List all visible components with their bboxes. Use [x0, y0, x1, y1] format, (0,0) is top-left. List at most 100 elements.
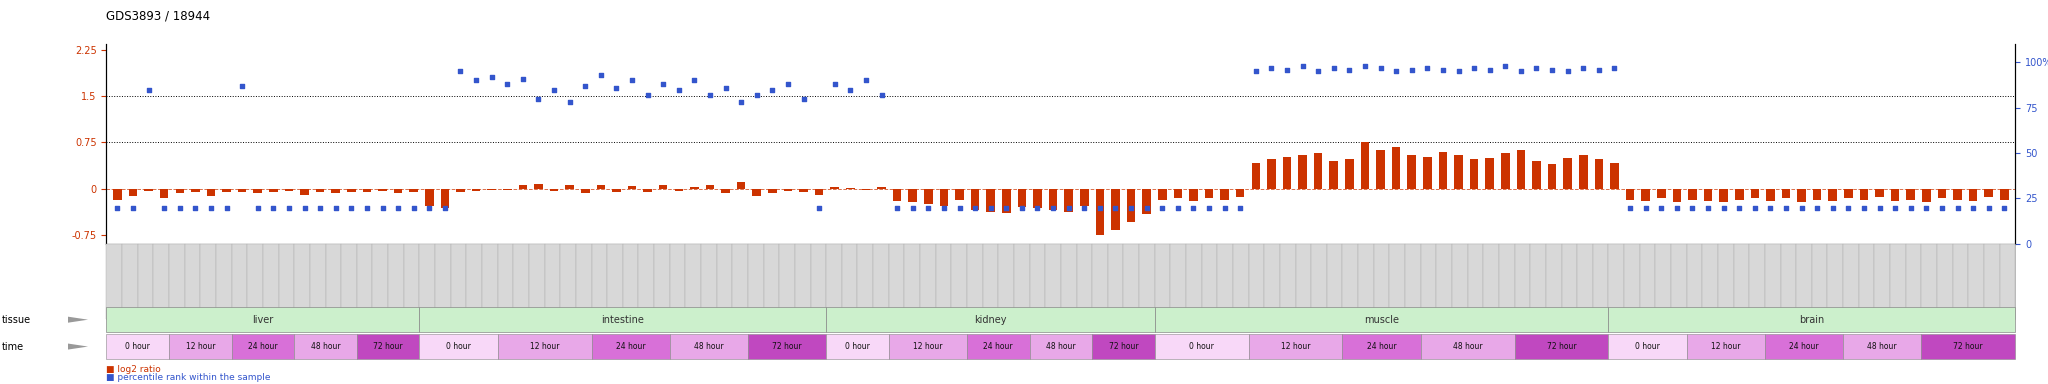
- Point: [1239, 68, 1272, 74]
- Point: [897, 204, 930, 210]
- Point: [1708, 204, 1741, 210]
- Bar: [1595, 159, 1604, 189]
- Bar: [1640, 189, 1651, 201]
- Point: [133, 86, 166, 93]
- Point: [1505, 68, 1538, 74]
- Point: [1847, 204, 1880, 210]
- Point: [678, 78, 711, 84]
- Bar: [393, 189, 401, 194]
- Point: [1722, 204, 1755, 210]
- Bar: [1143, 189, 1151, 214]
- Bar: [1018, 189, 1026, 207]
- Point: [428, 204, 461, 210]
- Bar: [752, 189, 762, 196]
- Bar: [457, 189, 465, 192]
- Bar: [1860, 189, 1868, 200]
- Point: [1645, 204, 1677, 210]
- Bar: [1315, 153, 1323, 189]
- Bar: [815, 189, 823, 195]
- Bar: [1812, 189, 1821, 200]
- Bar: [1032, 189, 1042, 208]
- Bar: [1282, 157, 1292, 189]
- Point: [1769, 204, 1802, 210]
- Text: 48 hour: 48 hour: [311, 342, 340, 351]
- Point: [1661, 204, 1694, 210]
- Point: [367, 204, 399, 210]
- Point: [1380, 68, 1413, 74]
- Point: [1817, 204, 1849, 210]
- Point: [944, 204, 977, 210]
- Bar: [518, 185, 526, 189]
- Bar: [1376, 151, 1384, 189]
- Point: [1348, 63, 1380, 69]
- Point: [1458, 65, 1491, 71]
- Bar: [549, 189, 559, 191]
- Text: 24 hour: 24 hour: [616, 342, 645, 351]
- Bar: [268, 189, 279, 192]
- Point: [600, 84, 633, 91]
- Bar: [721, 189, 729, 194]
- Point: [1161, 204, 1194, 210]
- Bar: [426, 189, 434, 206]
- Point: [553, 99, 586, 105]
- Point: [772, 81, 805, 87]
- Point: [1536, 66, 1569, 73]
- Point: [1225, 204, 1257, 210]
- Bar: [254, 189, 262, 194]
- Bar: [1532, 161, 1540, 189]
- Bar: [737, 182, 745, 189]
- Bar: [1720, 189, 1729, 202]
- Bar: [1923, 189, 1931, 202]
- Bar: [1890, 189, 1898, 201]
- Bar: [1126, 189, 1135, 222]
- Point: [1614, 204, 1647, 210]
- Text: brain: brain: [1800, 314, 1825, 325]
- Point: [631, 92, 664, 98]
- Text: 24 hour: 24 hour: [1790, 342, 1819, 351]
- Text: 48 hour: 48 hour: [1868, 342, 1896, 351]
- Point: [1864, 204, 1896, 210]
- Point: [1270, 66, 1303, 73]
- Bar: [690, 187, 698, 189]
- Point: [569, 83, 602, 89]
- Point: [492, 81, 524, 87]
- Bar: [893, 189, 901, 201]
- Text: 72 hour: 72 hour: [1954, 342, 1982, 351]
- Point: [1317, 65, 1350, 71]
- Bar: [1298, 155, 1307, 189]
- Point: [164, 204, 197, 210]
- Point: [1411, 65, 1444, 71]
- Bar: [346, 189, 356, 192]
- Bar: [1049, 189, 1057, 210]
- Point: [1395, 66, 1427, 73]
- Bar: [1360, 142, 1370, 189]
- Text: 72 hour: 72 hour: [373, 342, 403, 351]
- Bar: [1065, 189, 1073, 212]
- Point: [756, 86, 788, 93]
- Point: [803, 204, 836, 210]
- Text: 72 hour: 72 hour: [772, 342, 803, 351]
- Polygon shape: [68, 343, 88, 349]
- Point: [1067, 204, 1100, 210]
- Bar: [160, 189, 168, 198]
- Point: [336, 204, 369, 210]
- Text: 0 hour: 0 hour: [846, 342, 870, 351]
- Bar: [1393, 147, 1401, 189]
- Text: 48 hour: 48 hour: [1452, 342, 1483, 351]
- Point: [147, 204, 180, 210]
- Bar: [1235, 189, 1245, 197]
- Bar: [1548, 164, 1556, 189]
- Bar: [332, 189, 340, 194]
- Point: [1286, 63, 1319, 69]
- Bar: [1518, 151, 1526, 189]
- Text: 0 hour: 0 hour: [1634, 342, 1661, 351]
- Text: 12 hour: 12 hour: [1710, 342, 1741, 351]
- Bar: [582, 189, 590, 194]
- Point: [475, 74, 508, 80]
- Bar: [143, 189, 154, 191]
- Text: 24 hour: 24 hour: [983, 342, 1014, 351]
- Bar: [659, 185, 668, 189]
- Bar: [924, 189, 932, 204]
- Point: [414, 204, 446, 210]
- Polygon shape: [68, 316, 88, 323]
